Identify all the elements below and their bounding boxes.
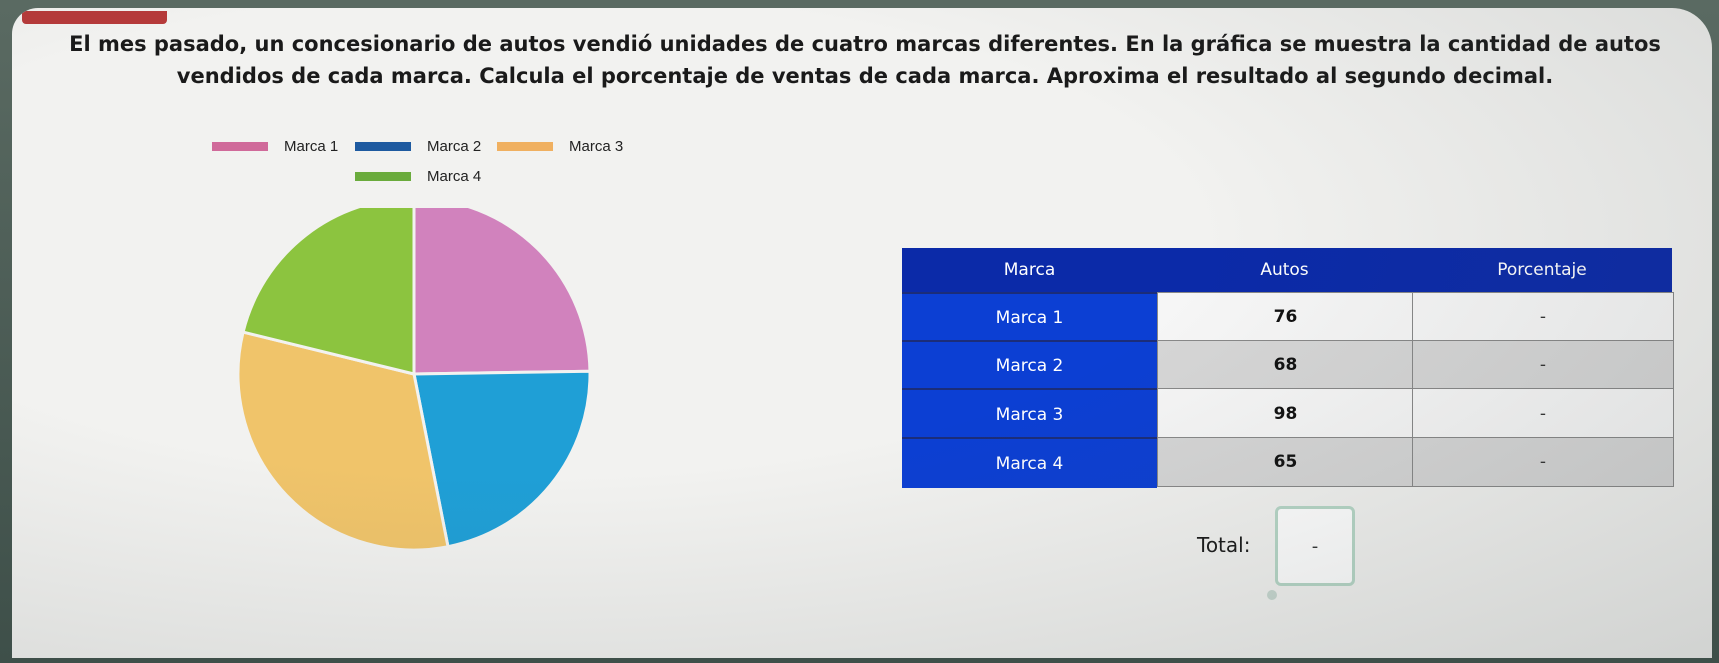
autos-cell-2: 68 [1157, 340, 1413, 389]
total-label: Total: [1197, 533, 1251, 557]
pie-slice-marca-1 [412, 208, 592, 376]
percentage-input-2[interactable]: - [1412, 340, 1674, 389]
question-text: El mes pasado, un concesionario de autos… [69, 32, 1661, 88]
percentage-input-4[interactable]: - [1412, 437, 1674, 487]
brand-cell-4: Marca 4 [902, 437, 1157, 488]
brand-cell-3: Marca 3 [902, 388, 1157, 439]
header-porcentaje: Porcentaje [1412, 248, 1672, 292]
input-handle-dot [1267, 590, 1277, 600]
top-progress-bar [22, 11, 167, 24]
brand-cell-2: Marca 2 [902, 340, 1157, 390]
chart-legend: Marca 1 Marca 2 Marca 3 Marca 4 [212, 138, 672, 198]
autos-cell-4: 65 [1157, 437, 1413, 487]
autos-cell-3: 98 [1157, 388, 1413, 438]
pie-slice-marca-2 [412, 369, 592, 549]
autos-cell-1: 76 [1157, 292, 1413, 341]
legend-item-marca-1: Marca 1 [212, 138, 338, 155]
legend-swatch [355, 142, 411, 151]
legend-swatch [497, 142, 553, 151]
legend-label: Marca 1 [284, 138, 339, 155]
brand-cell-1: Marca 1 [902, 292, 1157, 342]
pie-chart [236, 208, 592, 552]
pie-slice-marca-3 [236, 330, 450, 552]
header-autos: Autos [1157, 248, 1412, 292]
total-input[interactable]: - [1275, 506, 1355, 586]
legend-label: Marca 2 [427, 138, 482, 155]
percentage-input-1[interactable]: - [1412, 292, 1674, 341]
header-marca: Marca [902, 248, 1157, 292]
legend-label: Marca 3 [569, 138, 624, 155]
percentage-input-3[interactable]: - [1412, 388, 1674, 438]
legend-item-marca-2: Marca 2 [355, 138, 481, 155]
legend-swatch [355, 172, 411, 181]
pie-slice-marca-4 [241, 208, 416, 376]
legend-swatch [212, 142, 268, 151]
legend-item-marca-4: Marca 4 [355, 168, 481, 185]
sales-table: Marca Autos Porcentaje Marca 1 76 - Marc… [902, 248, 1674, 488]
exercise-panel: El mes pasado, un concesionario de autos… [12, 8, 1712, 658]
legend-label: Marca 4 [427, 168, 482, 185]
legend-item-marca-3: Marca 3 [497, 138, 623, 155]
